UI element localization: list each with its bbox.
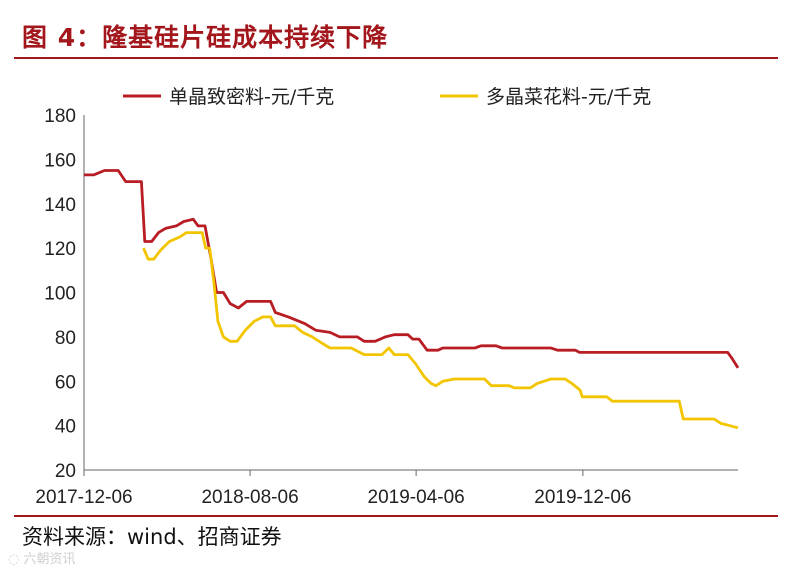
x-tick-label: 2017-12-06 [35, 487, 132, 508]
y-tick-label: 40 [55, 417, 76, 438]
y-tick-label: 100 [44, 284, 76, 305]
x-axis: 2017-12-06 2018-08-06 2019-04-06 2019-12-06 [35, 469, 738, 508]
x-tick-label: 2019-04-06 [368, 487, 465, 508]
series-line-2 [142, 231, 739, 430]
title-divider [14, 57, 778, 59]
source-note: 资料来源：wind、招商证券 [22, 525, 282, 549]
y-tick-label: 140 [44, 195, 76, 216]
y-tick-label: 60 [55, 372, 76, 393]
footer-divider [14, 515, 778, 517]
y-tick-label: 180 [44, 106, 76, 127]
legend-label-1: 单晶致密料-元/千克 [169, 86, 334, 108]
y-tick-label: 160 [44, 150, 76, 171]
line-chart: 单晶致密料-元/千克 多晶菜花料-元/千克 20 40 60 80 100 120 140 16… [35, 86, 740, 508]
y-tick-label: 120 [44, 239, 76, 260]
y-axis: 20 40 60 80 100 120 140 160 180 [44, 106, 85, 482]
x-tick-label: 2018-08-06 [201, 487, 298, 508]
x-tick-label: 2019-12-06 [534, 487, 631, 508]
series-line-1 [84, 169, 740, 369]
legend: 单晶致密料-元/千克 多晶菜花料-元/千克 [123, 86, 651, 108]
y-tick-label: 20 [55, 461, 76, 482]
legend-label-2: 多晶菜花料-元/千克 [486, 86, 651, 108]
figure-title: 图 4：隆基硅片硅成本持续下降 [22, 23, 389, 52]
plot-area [84, 169, 740, 430]
watermark-logo: ◌ 六朝资讯 [8, 552, 76, 567]
y-tick-label: 80 [55, 328, 76, 349]
